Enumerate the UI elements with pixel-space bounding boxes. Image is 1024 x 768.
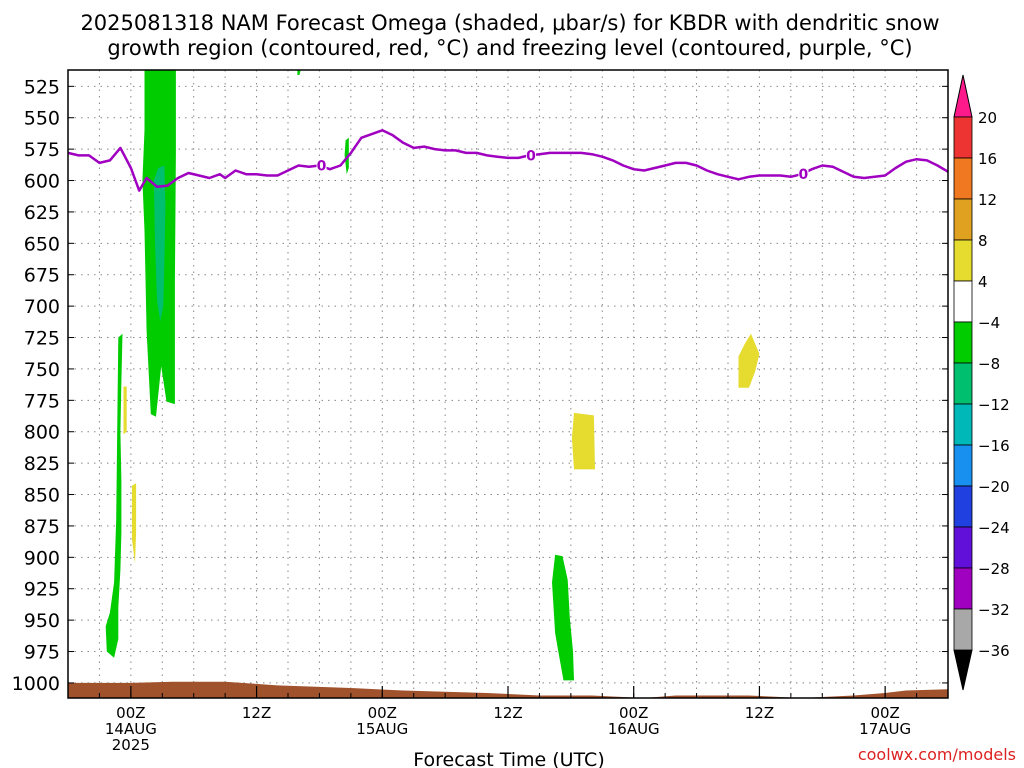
- x-tick-label: 2025: [112, 736, 150, 754]
- colorbar-segment: [953, 280, 973, 323]
- y-tick-label: 525: [24, 76, 60, 98]
- y-tick-label: 650: [24, 233, 60, 255]
- colorbar-label: −32: [978, 601, 1010, 619]
- y-tick-label: 1000: [12, 673, 60, 695]
- colorbar-top-arrow: [953, 74, 973, 118]
- x-tick-label: 12Z: [242, 704, 271, 722]
- x-tick-label: 16AUG: [608, 720, 660, 738]
- colorbar-segment: [953, 526, 973, 569]
- chart-title-line2: growth region (contoured, red, °C) and f…: [107, 36, 912, 60]
- freezing-level-label: 0: [317, 158, 327, 174]
- colorbar-segment: [953, 321, 973, 364]
- freezing-level-label-bg: [798, 166, 809, 182]
- colorbar-label: −12: [978, 396, 1010, 414]
- y-tick-label: 825: [24, 453, 60, 475]
- x-tick-label: 00Z: [870, 704, 899, 722]
- omega-region: [552, 554, 574, 681]
- colorbar-segment: [953, 198, 973, 241]
- y-tick-label: 775: [24, 390, 60, 412]
- watermark: coolwx.com/models: [858, 745, 1016, 764]
- y-tick-label: 875: [24, 516, 60, 538]
- colorbar-label: −16: [978, 437, 1010, 455]
- colorbar-segment: [953, 116, 973, 159]
- colorbar-segment: [953, 485, 973, 528]
- colorbar-segment: [953, 362, 973, 405]
- colorbar-bottom-arrow: [953, 649, 973, 691]
- y-tick-label: 575: [24, 139, 60, 161]
- x-axis-label: Forecast Time (UTC): [413, 749, 604, 768]
- freezing-level-label: 0: [799, 167, 809, 183]
- chart-title-line1: 2025081318 NAM Forecast Omega (shaded, μ…: [80, 11, 939, 35]
- x-tick-label: 17AUG: [859, 720, 911, 738]
- colorbar-segment: [953, 403, 973, 446]
- x-tick-label: 14AUG: [105, 720, 157, 738]
- colorbar-label: 8: [978, 232, 988, 250]
- omega-region: [571, 412, 595, 470]
- x-tick-label: 15AUG: [356, 720, 408, 738]
- omega-region: [123, 386, 127, 435]
- x-tick-label: 00Z: [116, 704, 145, 722]
- colorbar-label: −20: [978, 478, 1010, 496]
- omega-shading: [105, 70, 760, 681]
- colorbar-segment: [953, 567, 973, 610]
- colorbar-label: −28: [978, 560, 1010, 578]
- freezing-level-label-bg: [316, 157, 327, 173]
- y-tick-label: 800: [24, 422, 60, 444]
- x-tick-label: 00Z: [368, 704, 397, 722]
- y-tick-label: 900: [24, 547, 60, 569]
- y-tick-label: 850: [24, 485, 60, 507]
- y-tick-label: 950: [24, 610, 60, 632]
- y-tick-label: 975: [24, 642, 60, 664]
- omega-region: [131, 483, 137, 564]
- y-axis: 525 550 575 600 625 650 675 700 725 750 775 800 825 8…: [12, 76, 948, 695]
- colorbar-label: −4: [978, 314, 1000, 332]
- colorbar-label: 20: [978, 109, 997, 127]
- colorbar-label: −24: [978, 519, 1010, 537]
- omega-region: [738, 333, 760, 388]
- freezing-level-label: 0: [526, 148, 536, 164]
- colorbar-label: −8: [978, 355, 1000, 373]
- colorbar-label: 16: [978, 150, 997, 168]
- y-tick-label: 675: [24, 265, 60, 287]
- colorbar-label: 4: [978, 273, 988, 291]
- colorbar-segment: [953, 157, 973, 200]
- colorbar-segment: [953, 239, 973, 282]
- y-tick-label: 925: [24, 579, 60, 601]
- y-tick-label: 725: [24, 328, 60, 350]
- x-tick-label: 12Z: [745, 704, 774, 722]
- x-tick-label: 00Z: [619, 704, 648, 722]
- y-tick-label: 550: [24, 108, 60, 130]
- colorbar-label: −36: [978, 642, 1010, 660]
- y-tick-label: 750: [24, 359, 60, 381]
- colorbar-segment: [953, 608, 973, 651]
- freezing-level-layer: 0 0 0: [67, 129, 949, 192]
- colorbar: 20 16 12 8 4 −4 −8 −12 −16 −20 −24 −28 −32 −36: [953, 74, 1010, 691]
- omega-region: [105, 333, 123, 658]
- omega-region: [153, 165, 166, 322]
- omega-region: [297, 70, 301, 75]
- freezing-level-label-bg: [526, 147, 537, 163]
- y-tick-label: 625: [24, 202, 60, 224]
- x-tick-label: 12Z: [493, 704, 522, 722]
- y-tick-label: 600: [24, 171, 60, 193]
- colorbar-segment: [953, 444, 973, 487]
- y-tick-label: 700: [24, 296, 60, 318]
- colorbar-label: 12: [978, 191, 997, 209]
